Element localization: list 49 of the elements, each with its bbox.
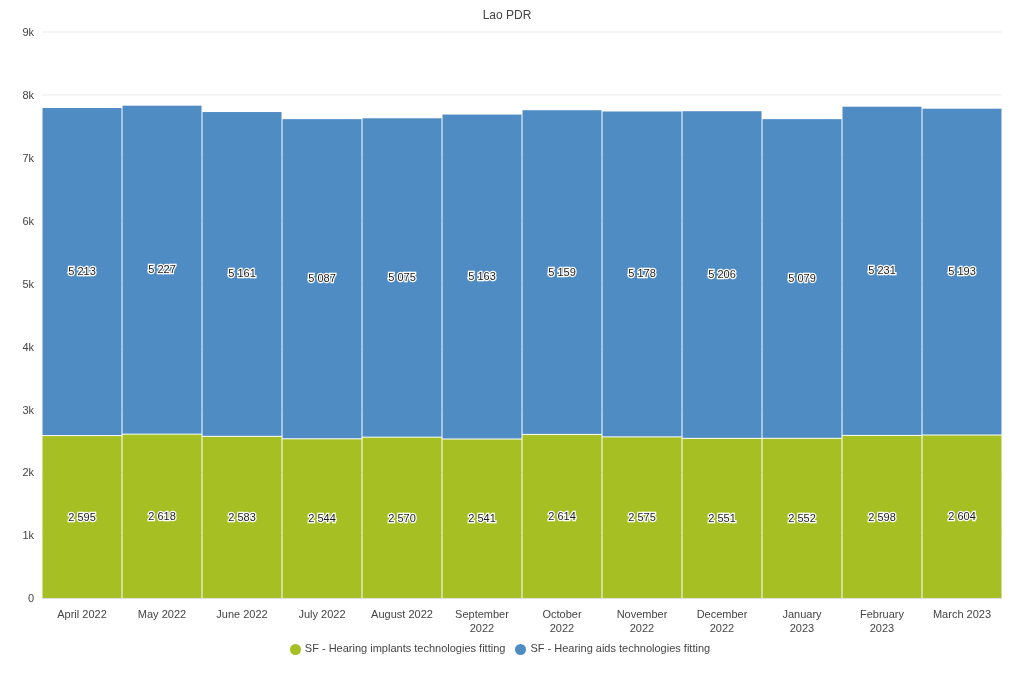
data-label: 5 178 xyxy=(628,267,656,280)
data-label: 2 598 xyxy=(868,510,896,523)
data-label: 5 231 xyxy=(868,264,896,277)
data-label: 5 163 xyxy=(468,270,496,283)
data-label: 2 551 xyxy=(708,512,736,525)
y-tick-label: 7k xyxy=(22,151,35,164)
legend-label: SF - Hearing aids technologies fitting xyxy=(530,642,711,655)
data-label: 5 075 xyxy=(388,270,416,283)
data-label: 2 541 xyxy=(468,512,496,525)
x-tick-label: October 2022 xyxy=(542,608,582,635)
x-tick-label: April 2022 xyxy=(57,608,107,621)
y-tick-label: 4k xyxy=(22,340,35,353)
data-label: 2 570 xyxy=(388,511,416,524)
y-tick-label: 2k xyxy=(22,466,35,479)
x-tick-label: September 2022 xyxy=(455,608,510,635)
chart-title: Lao PDR xyxy=(481,8,533,24)
x-tick-label: August 2022 xyxy=(371,608,433,621)
y-tick-label: 1k xyxy=(22,529,35,542)
x-tick-label: June 2022 xyxy=(216,608,268,621)
data-label: 5 159 xyxy=(548,265,576,278)
legend-label: SF - Hearing implants technologies fitting xyxy=(304,642,506,655)
x-tick-label: November 2022 xyxy=(616,608,668,635)
data-label: 2 618 xyxy=(148,510,176,523)
x-tick-label: February 2023 xyxy=(859,608,905,635)
y-tick-label: 3k xyxy=(22,403,35,416)
data-label: 2 552 xyxy=(788,512,816,525)
data-label: 2 575 xyxy=(628,511,656,524)
x-tick-label: July 2022 xyxy=(298,608,346,621)
y-tick-label: 6k xyxy=(22,214,35,227)
data-label: 5 193 xyxy=(948,265,976,278)
data-label: 5 161 xyxy=(228,267,256,280)
data-label: 2 544 xyxy=(308,512,336,525)
y-tick-label: 9k xyxy=(22,25,35,38)
data-label: 2 604 xyxy=(948,510,976,523)
data-label: 5 213 xyxy=(68,265,96,278)
data-label: 2 614 xyxy=(548,510,576,523)
x-tick-label: December 2022 xyxy=(696,608,748,635)
data-label: 2 595 xyxy=(68,510,96,523)
y-tick-label: 5k xyxy=(22,277,35,290)
y-tick-label: 8k xyxy=(22,88,35,101)
x-tick-label: May 2022 xyxy=(137,608,187,621)
data-label: 5 087 xyxy=(308,272,336,285)
data-label: 5 079 xyxy=(788,271,816,284)
x-tick-label: January 2023 xyxy=(782,608,823,635)
data-label: 5 227 xyxy=(148,263,176,276)
data-label: 5 206 xyxy=(708,268,736,281)
data-label: 2 583 xyxy=(228,511,256,524)
x-tick-label: March 2023 xyxy=(932,608,992,621)
y-tick-label: 0 xyxy=(27,592,34,605)
